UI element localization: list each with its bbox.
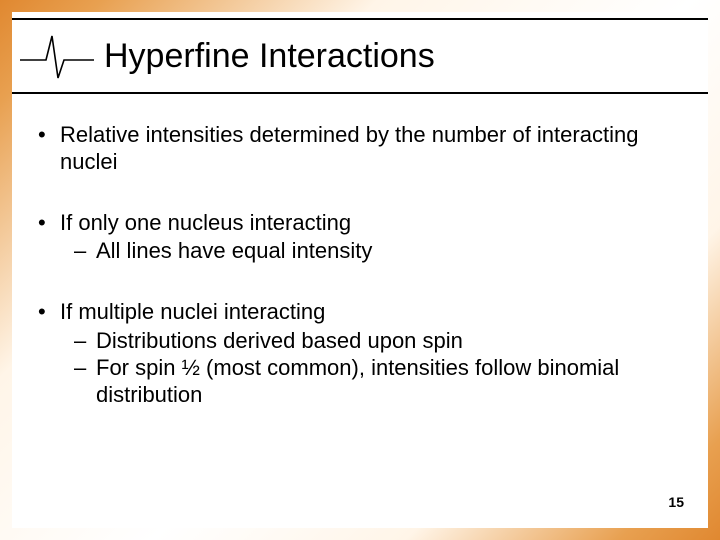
bullet-text: If only one nucleus interacting	[60, 210, 351, 235]
sub-text: For spin ½ (most common), intensities fo…	[96, 355, 619, 407]
sub-item: For spin ½ (most common), intensities fo…	[60, 355, 688, 409]
slide-body: Relative intensities determined by the n…	[32, 122, 688, 488]
sub-list: Distributions derived based upon spin Fo…	[60, 328, 688, 408]
bullet-item: Relative intensities determined by the n…	[32, 122, 688, 176]
bullet-list: Relative intensities determined by the n…	[32, 122, 688, 409]
bullet-item: If only one nucleus interacting All line…	[32, 210, 688, 266]
sub-item: Distributions derived based upon spin	[60, 328, 688, 355]
bullet-item: If multiple nuclei interacting Distribut…	[32, 299, 688, 408]
sub-list: All lines have equal intensity	[60, 238, 688, 265]
slide-inner: Hyperfine Interactions Relative intensit…	[12, 12, 708, 528]
bullet-text: Relative intensities determined by the n…	[60, 122, 638, 174]
bullet-text: If multiple nuclei interacting	[60, 299, 325, 324]
slide-frame: Hyperfine Interactions Relative intensit…	[0, 0, 720, 540]
sub-text: Distributions derived based upon spin	[96, 328, 463, 353]
sub-text: All lines have equal intensity	[96, 238, 372, 263]
slide-title: Hyperfine Interactions	[104, 37, 435, 76]
sub-item: All lines have equal intensity	[60, 238, 688, 265]
page-number: 15	[668, 494, 684, 510]
spectrum-logo-icon	[18, 26, 96, 86]
title-bar: Hyperfine Interactions	[12, 18, 708, 94]
